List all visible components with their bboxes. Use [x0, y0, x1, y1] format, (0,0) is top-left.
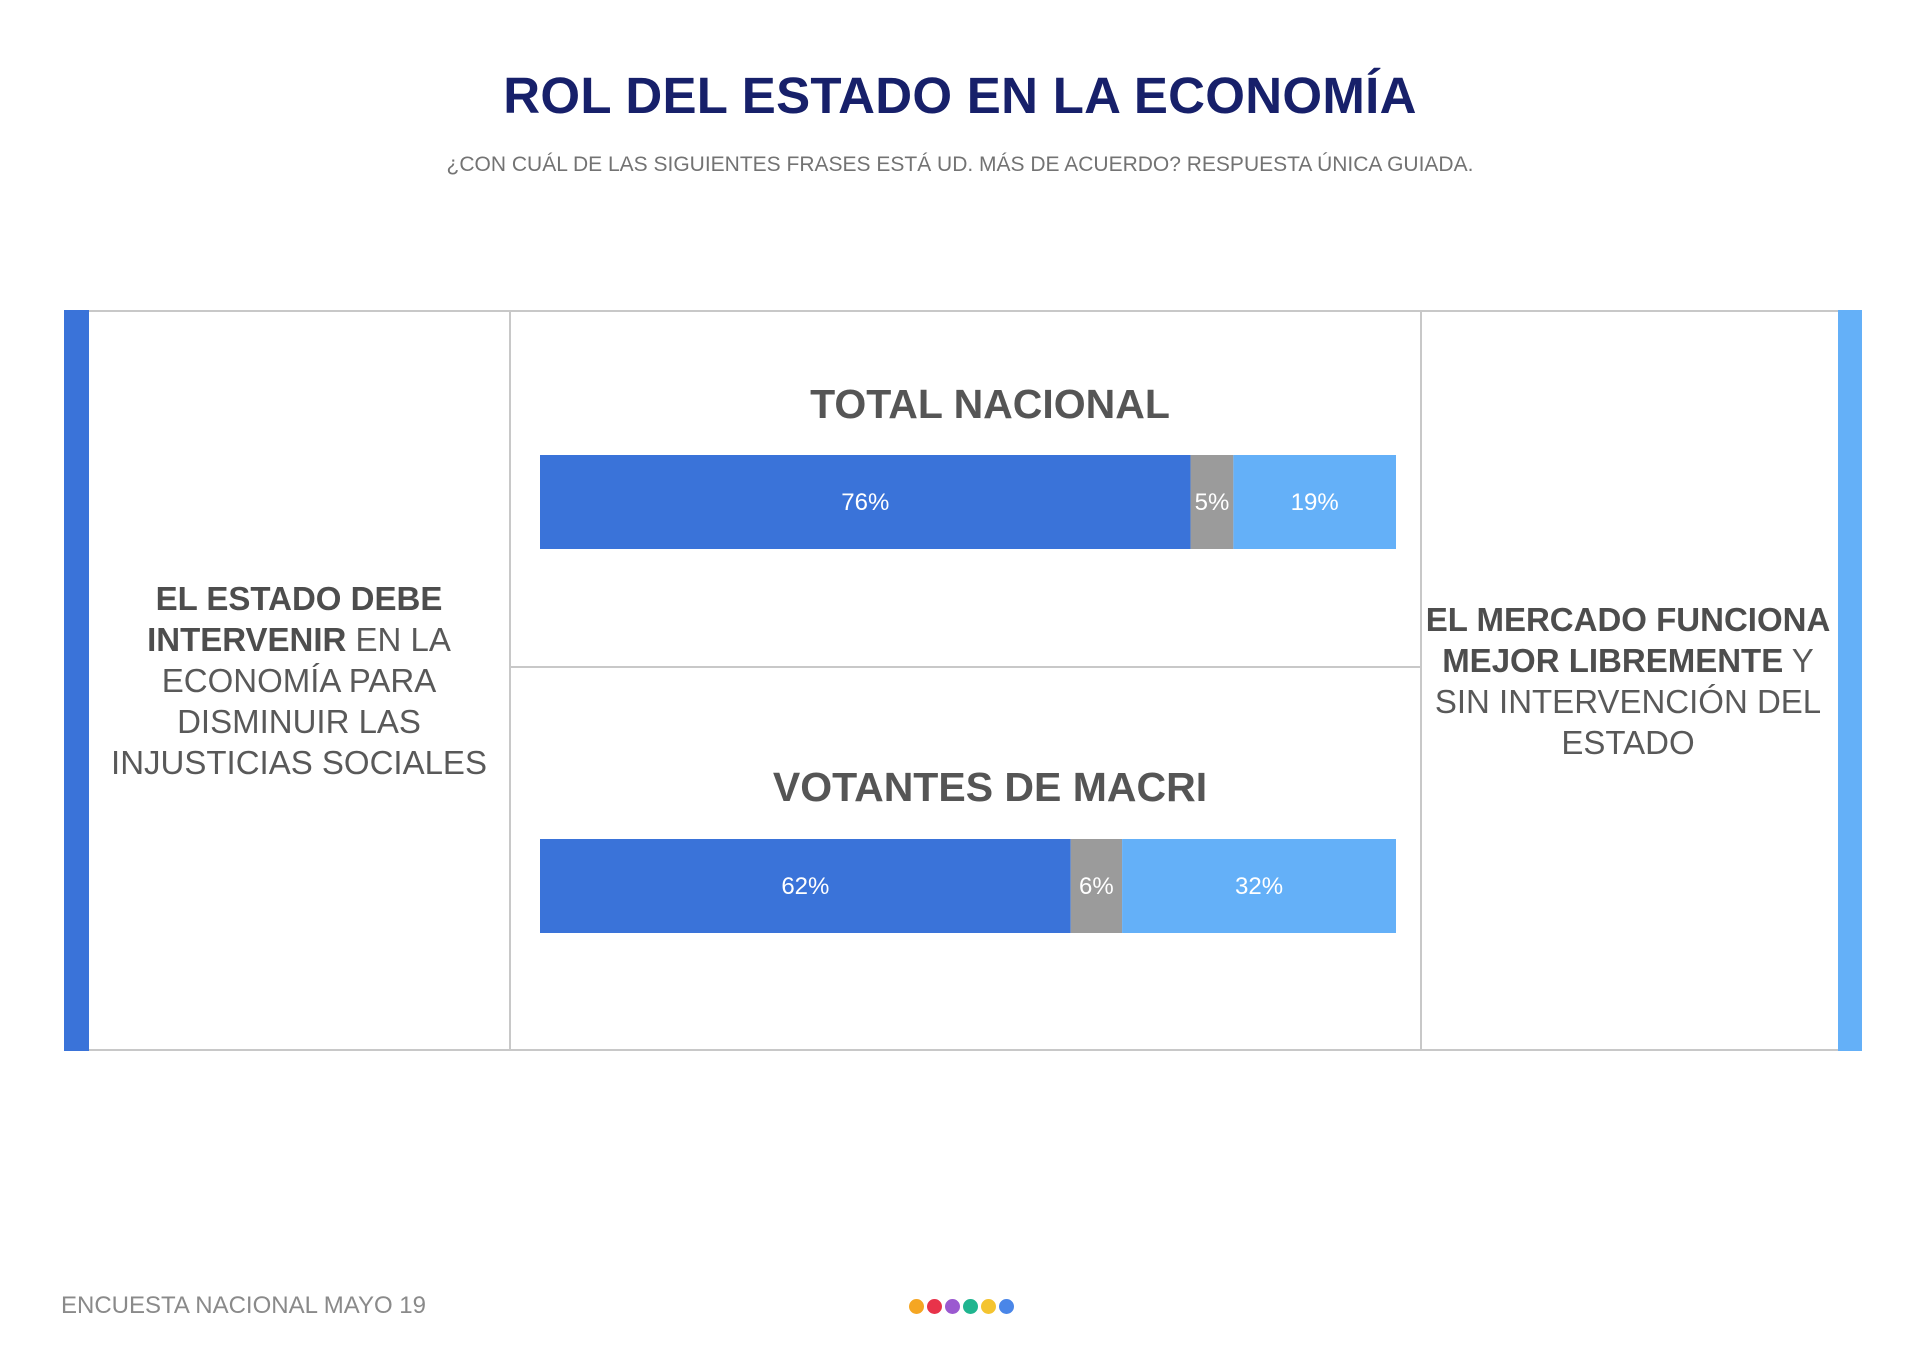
- bar-label-intervene-macri: 62%: [781, 873, 829, 900]
- bar-neutral-macri: [1070, 839, 1123, 933]
- middle-divider: [510, 666, 1420, 668]
- footer-source: ENCUESTA NACIONAL MAYO 19: [61, 1292, 426, 1319]
- right-divider: [1420, 310, 1422, 1051]
- brand-dot: [963, 1299, 978, 1314]
- left-divider: [509, 310, 511, 1051]
- bar-label-neutral-total: 5%: [1195, 489, 1230, 516]
- bar-intervene-macri: [540, 839, 1071, 933]
- page-title: ROL DEL ESTADO EN LA ECONOMÍA: [503, 67, 1417, 124]
- left-accent-bar: [64, 310, 89, 1051]
- left-statement-rest: EN LA ECONOMÍA PARA DISMINUIR LAS INJUST…: [111, 621, 487, 781]
- brand-dot: [909, 1299, 924, 1314]
- bar-label-free-market-total: 19%: [1291, 489, 1339, 516]
- brand-dots: [909, 1299, 1017, 1315]
- bar-label-free-market-macri: 32%: [1235, 873, 1283, 900]
- right-statement-bold: EL MERCADO FUNCIONA MEJOR LIBREMENTE: [1425, 601, 1831, 679]
- bar-label-neutral-macri: 6%: [1079, 873, 1114, 900]
- page-subtitle: ¿CON CUÁL DE LAS SIGUIENTES FRASES ESTÁ …: [446, 153, 1474, 176]
- brand-dot: [927, 1299, 942, 1314]
- bar-neutral-total: [1190, 455, 1234, 549]
- section-title-total: TOTAL NACIONAL: [810, 381, 1170, 427]
- left-statement-bold: EL ESTADO DEBE INTERVENIR: [147, 580, 443, 658]
- right-statement: EL MERCADO FUNCIONA MEJOR LIBREMENTE Y S…: [1420, 599, 1836, 763]
- left-statement: EL ESTADO DEBE INTERVENIR EN LA ECONOMÍA…: [90, 578, 508, 783]
- bar-label-intervene-total: 76%: [841, 489, 889, 516]
- section-title-macri: VOTANTES DE MACRI: [772, 764, 1208, 810]
- brand-dot: [945, 1299, 960, 1314]
- bar-free-market-macri: [1122, 839, 1396, 933]
- brand-dot: [981, 1299, 996, 1314]
- bar-intervene-total: [540, 455, 1191, 549]
- brand-dot: [999, 1299, 1014, 1314]
- right-accent-bar: [1838, 310, 1862, 1051]
- bar-free-market-total: [1233, 455, 1396, 549]
- right-statement-rest: Y SIN INTERVENCIÓN DEL ESTADO: [1434, 642, 1822, 761]
